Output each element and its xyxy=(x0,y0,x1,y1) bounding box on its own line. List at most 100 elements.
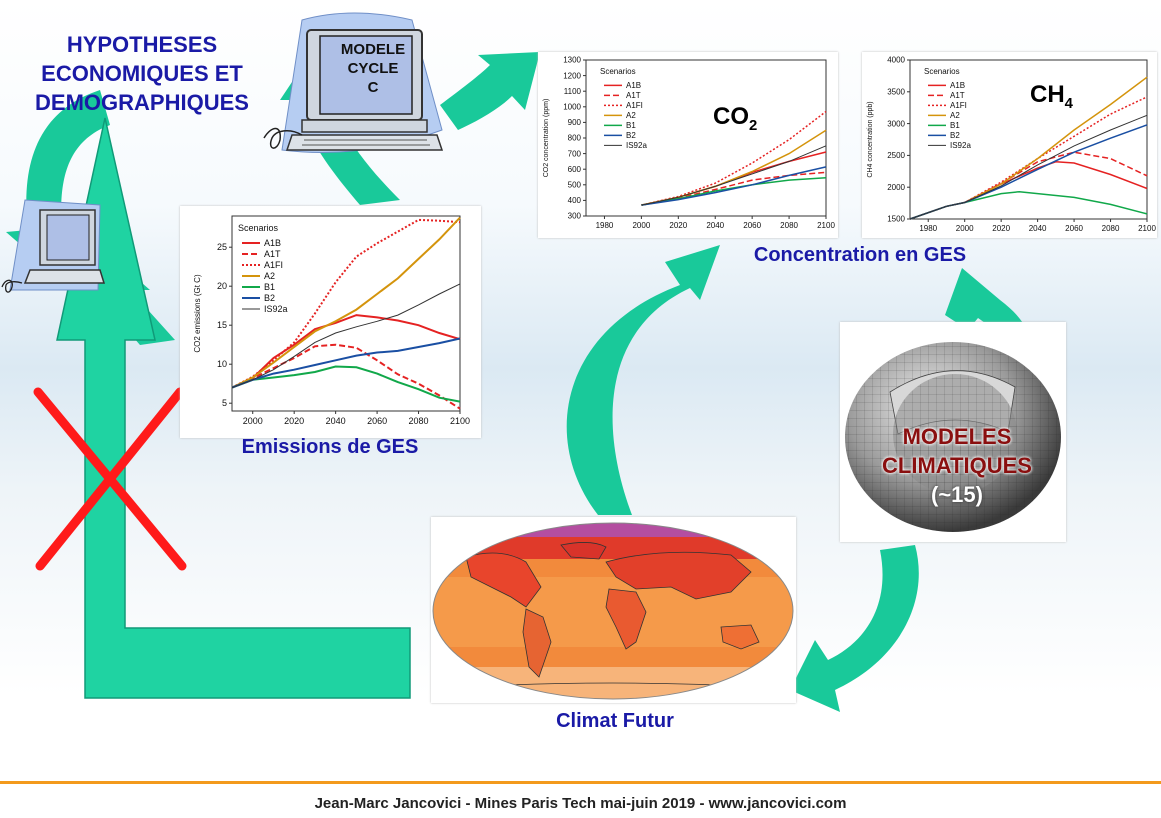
legend-label-a2: A2 xyxy=(626,111,636,120)
y-tick-label: 1200 xyxy=(563,71,581,80)
computer-label-line1: MODELE xyxy=(340,41,406,58)
series-line-b2 xyxy=(641,166,827,206)
legend-label-a1b: A1B xyxy=(264,238,281,248)
modeles-panel xyxy=(840,322,1066,542)
x-tick-label: 2080 xyxy=(1102,224,1120,233)
y-tick-label: 3000 xyxy=(887,119,905,128)
emissions-chart: 2000 2020 2040 2060 2080 2100 5 10 15 20 25 CO2 emi… xyxy=(193,215,470,426)
y-tick-label: 2000 xyxy=(887,183,905,192)
y-tick-label: 800 xyxy=(568,134,582,143)
legend-label-a1fi: A1FI xyxy=(264,260,283,270)
computer-label-line3: C xyxy=(367,79,379,96)
x-tick-label: 2000 xyxy=(956,224,974,233)
y-tick-label: 300 xyxy=(568,212,582,221)
y-tick-label: 400 xyxy=(568,196,582,205)
computer-label: MODELE CYCLE C xyxy=(320,40,426,97)
hypotheses-title: HYPOTHESES ECONOMIQUES ET DEMOGRAPHIQUES xyxy=(22,30,262,117)
globe-model-image xyxy=(845,342,1061,532)
x-tick-label: 2040 xyxy=(1029,224,1047,233)
hypotheses-line2: ECONOMIQUES ET xyxy=(41,61,243,86)
y-tick-label: 500 xyxy=(568,180,582,189)
y-tick-label: 1500 xyxy=(887,215,905,224)
x-tick-label: 2060 xyxy=(367,416,387,426)
y-tick-label: 1300 xyxy=(563,56,581,65)
series-line-a1t xyxy=(231,343,461,410)
y-tick-label: 4000 xyxy=(887,56,905,65)
legend-label-is92a: IS92a xyxy=(264,304,288,314)
chart-title: CH4 xyxy=(1030,81,1074,112)
plot-frame xyxy=(909,59,1148,220)
x-tick-label: 2000 xyxy=(243,416,263,426)
x-tick-label: 2100 xyxy=(450,416,470,426)
plot-frame xyxy=(585,59,827,217)
big-l-arrow xyxy=(56,117,411,699)
modeles-line1: MODELES xyxy=(902,424,1012,449)
y-tick-label: 700 xyxy=(568,149,582,158)
x-tick-label: 2060 xyxy=(743,221,761,230)
red-cross xyxy=(33,387,187,571)
x-tick-label: 2080 xyxy=(780,221,798,230)
y-tick-label: 5 xyxy=(222,398,227,408)
arrow-to-co2 xyxy=(440,52,540,130)
series-line-b1 xyxy=(231,365,461,403)
legend-label-is92a: IS92a xyxy=(950,141,971,150)
computer-icon-small xyxy=(1,199,106,293)
series-line-is92a xyxy=(641,145,827,206)
legend-label-a1t: A1T xyxy=(950,91,965,100)
ch4-panel: 1980 2000 2020 2040 2060 2080 2100 1500 2000 2500… xyxy=(862,52,1157,238)
y-tick-label: 3500 xyxy=(887,87,905,96)
legend-label-is92a: IS92a xyxy=(626,141,647,150)
x-tick-label: 2020 xyxy=(669,221,687,230)
y-tick-label: 10 xyxy=(217,359,227,369)
footer-credit: Jean-Marc Jancovici - Mines Paris Tech m… xyxy=(314,795,847,812)
x-tick-label: 1980 xyxy=(919,224,937,233)
hypotheses-line3: DEMOGRAPHIQUES xyxy=(35,90,249,115)
co2-chart: 1980 2000 2020 2040 2060 2080 2100 300 400 500 600… xyxy=(543,56,835,230)
hypotheses-line1: HYPOTHESES xyxy=(66,32,218,57)
legend-label-b1: B1 xyxy=(626,121,636,130)
legend-label-b2: B2 xyxy=(626,131,636,140)
series-line-a2 xyxy=(231,216,461,389)
legend-label-b2: B2 xyxy=(950,131,960,140)
x-tick-label: 2100 xyxy=(817,221,835,230)
modeles-label: MODELES CLIMATIQUES (~15) xyxy=(852,422,1062,509)
y-tick-label: 1100 xyxy=(564,87,582,96)
legend-label-a1b: A1B xyxy=(950,81,965,90)
series-line-b2 xyxy=(231,337,461,389)
y-tick-label: 20 xyxy=(217,281,227,291)
x-tick-label: 2100 xyxy=(1138,224,1156,233)
series-line-a1b xyxy=(231,314,461,389)
legend-label-a1t: A1T xyxy=(264,249,281,259)
arrow-to-concentration xyxy=(566,245,720,515)
x-tick-label: 2080 xyxy=(409,416,429,426)
legend-title: Scenarios xyxy=(238,223,279,233)
climate-map-panel xyxy=(431,517,796,703)
computer-icon xyxy=(263,12,444,153)
modeles-line3: (~15) xyxy=(931,482,983,507)
legend-title: Scenarios xyxy=(924,67,960,76)
x-tick-label: 2000 xyxy=(632,221,650,230)
x-tick-label: 1980 xyxy=(596,221,614,230)
climat-label: Climat Futur xyxy=(556,710,674,732)
y-tick-label: 900 xyxy=(568,118,582,127)
series-line-is92a xyxy=(909,114,1148,220)
legend-label-a2: A2 xyxy=(264,271,275,281)
legend-label-b1: B1 xyxy=(950,121,960,130)
arrow-to-climat xyxy=(790,545,919,712)
series-line-a1fi xyxy=(231,218,461,389)
legend-label-a1fi: A1FI xyxy=(950,101,967,110)
y-axis-label: CO2 concentration (ppm) xyxy=(543,99,550,178)
legend-label-b2: B2 xyxy=(264,293,275,303)
legend-label-b1: B1 xyxy=(264,282,275,292)
emissions-label: Emissions de GES xyxy=(241,436,419,458)
y-axis-label: CO2 emissions (Gt C) xyxy=(193,274,202,353)
concentration-label: Concentration en GES xyxy=(753,244,967,266)
chart-title: CO2 xyxy=(713,103,757,134)
footer-divider xyxy=(0,781,1161,784)
emissions-panel: 2000 2020 2040 2060 2080 2100 5 10 15 20 25 CO2 emi… xyxy=(180,206,481,438)
y-tick-label: 600 xyxy=(568,165,582,174)
world-warming-map xyxy=(432,522,794,700)
series-line-is92a xyxy=(231,283,461,389)
y-tick-label: 1000 xyxy=(563,102,581,111)
x-tick-label: 2040 xyxy=(706,221,724,230)
